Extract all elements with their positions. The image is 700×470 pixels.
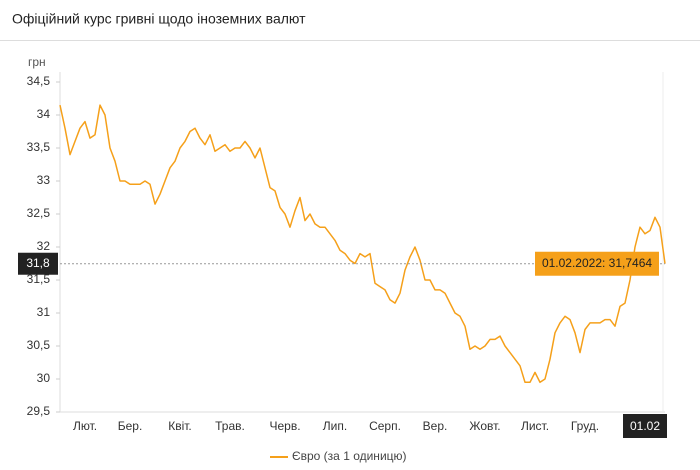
tooltip: 01.02.2022: 31,7464 (542, 256, 652, 270)
x-highlight-box (623, 414, 667, 438)
y-tick-label: 31,5 (27, 272, 51, 286)
x-tick-label: Груд. (571, 419, 599, 433)
tooltip-box (535, 251, 659, 276)
y-tick-label: 32 (37, 239, 51, 253)
y-tick-label: 31 (37, 305, 51, 319)
y-tick-label: 30 (37, 371, 51, 385)
y-axis-label: грн (28, 55, 46, 69)
crosshair-label-box (18, 252, 58, 275)
crosshair-label: 31,8 (26, 256, 50, 270)
y-tick-label: 34,5 (27, 74, 51, 88)
legend-label: Євро (за 1 одиницю) (292, 449, 407, 463)
x-tick-label: Лип. (323, 419, 347, 433)
x-tick-label: Лют. (73, 419, 97, 433)
x-tick-label: 01.02 (630, 419, 660, 433)
x-tick-label: Черв. (269, 419, 300, 433)
y-tick-label: 33,5 (27, 140, 51, 154)
x-tick-label: Квіт. (168, 419, 192, 433)
y-tick-label: 33 (37, 173, 51, 187)
x-tick-label: Лист. (521, 419, 549, 433)
x-tick-label: Вер. (423, 419, 448, 433)
y-tick-label: 30,5 (27, 338, 51, 352)
y-tick-label: 34 (37, 107, 51, 121)
x-tick-label: Бер. (118, 419, 143, 433)
x-tick-label: Жовт. (469, 419, 500, 433)
x-tick-label: Трав. (215, 419, 245, 433)
x-tick-label: Серп. (369, 419, 401, 433)
header (0, 0, 700, 40)
y-tick-label: 29,5 (27, 404, 51, 418)
line-series (59, 104, 666, 384)
chart-title: Офіційний курс гривні щодо іноземних вал… (12, 11, 306, 27)
y-tick-label: 32,5 (27, 206, 51, 220)
